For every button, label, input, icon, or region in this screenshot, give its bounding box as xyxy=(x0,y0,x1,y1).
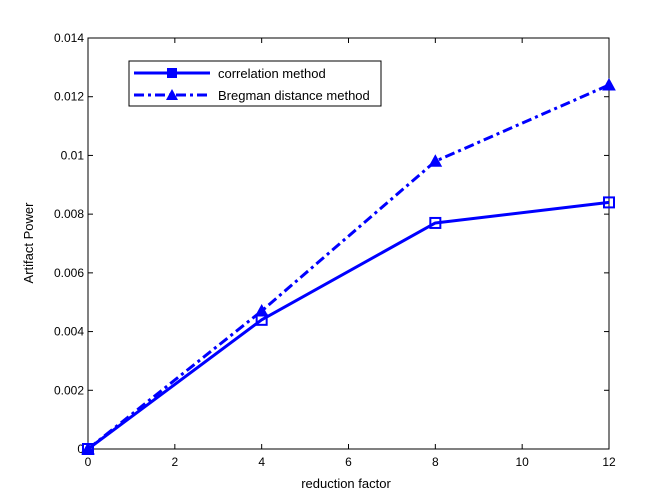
x-axis: 0 2 4 6 8 10 12 xyxy=(85,38,616,469)
x-tick-label: 4 xyxy=(258,455,265,469)
legend-marker-bregman xyxy=(166,89,178,100)
y-axis: 0 0.002 0.004 0.006 0.008 0.01 0.012 0.014 xyxy=(54,31,609,456)
series-line xyxy=(87,200,610,451)
data-point-triangle xyxy=(81,441,95,455)
legend-label-correlation: correlation method xyxy=(218,66,326,81)
data-point-triangle xyxy=(254,303,269,317)
legend-marker-correlation xyxy=(167,68,177,78)
x-axis-label: reduction factor xyxy=(301,476,391,491)
series-line xyxy=(87,83,610,451)
x-tick-label: 12 xyxy=(602,455,616,469)
x-tick-label: 2 xyxy=(171,455,178,469)
x-tick-label: 6 xyxy=(345,455,352,469)
data-point-square xyxy=(603,196,615,209)
y-tick-label: 0 xyxy=(77,442,84,456)
y-tick-label: 0.002 xyxy=(54,383,84,397)
x-tick-label: 10 xyxy=(515,455,529,469)
x-tick-label: 8 xyxy=(432,455,439,469)
legend-label-bregman: Bregman distance method xyxy=(218,88,370,103)
data-point-triangle xyxy=(428,154,443,167)
data-point-square xyxy=(429,216,442,229)
series-layer xyxy=(81,77,616,455)
y-tick-label: 0.012 xyxy=(54,90,84,104)
y-tick-label: 0.006 xyxy=(54,266,84,280)
y-tick-label: 0.01 xyxy=(61,148,85,162)
x-tick-label: 0 xyxy=(85,455,92,469)
y-tick-label: 0.004 xyxy=(54,325,84,339)
y-axis-label: Artifact Power xyxy=(21,202,36,284)
data-point-triangle xyxy=(602,77,616,91)
y-tick-label: 0.008 xyxy=(54,207,84,221)
legend: correlation method Bregman distance meth… xyxy=(128,60,382,107)
y-tick-label: 0.014 xyxy=(54,31,84,45)
